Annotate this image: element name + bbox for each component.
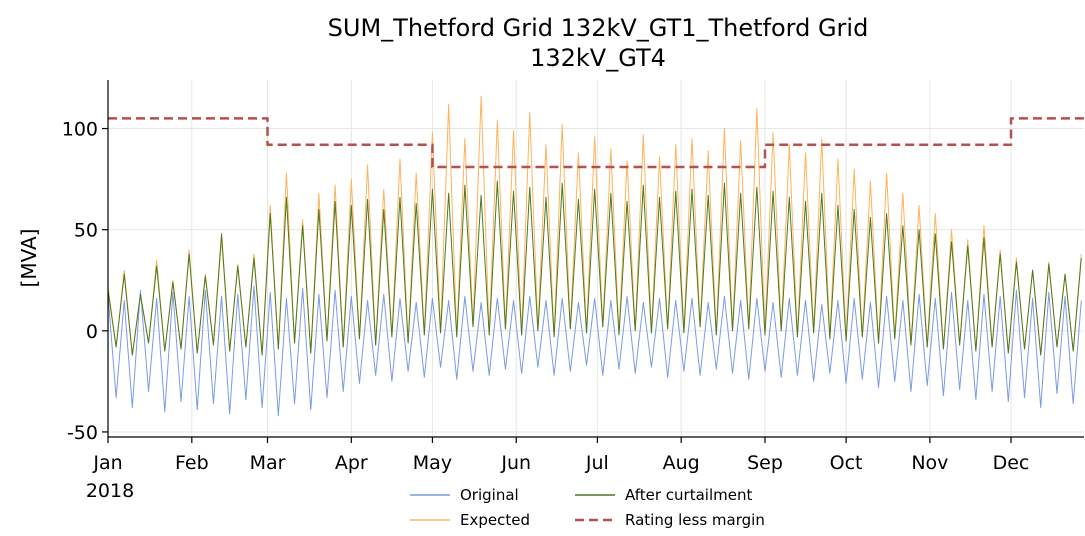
series-line <box>108 95 1082 356</box>
x-axis-year-label: 2018 <box>86 480 134 502</box>
x-tick-label: May <box>413 452 452 474</box>
series-line <box>108 180 1082 356</box>
series-line <box>108 117 1084 169</box>
y-axis-label: [MVA] <box>17 229 41 288</box>
y-tick-label: 0 <box>86 321 98 343</box>
legend-label: Original <box>460 486 519 504</box>
y-tick-label: 50 <box>74 220 98 242</box>
y-tick-label: 100 <box>62 119 98 141</box>
x-tick-label: Apr <box>335 452 368 474</box>
legend-label: After curtailment <box>625 486 752 504</box>
x-tick-label: Aug <box>663 452 700 474</box>
legend-label: Rating less margin <box>625 511 765 529</box>
x-tick-label: Nov <box>911 452 948 474</box>
chart-title: SUM_Thetford Grid 132kV_GT1_Thetford Gri… <box>328 14 869 42</box>
x-tick-label: Sep <box>747 452 783 474</box>
chart-title: 132kV_GT4 <box>530 44 666 72</box>
x-tick-label: Jul <box>585 452 609 474</box>
x-tick-label: Oct <box>830 452 863 474</box>
x-tick-label: Mar <box>250 452 286 474</box>
x-tick-label: Jun <box>500 452 531 474</box>
x-tick-label: Dec <box>993 452 1030 474</box>
legend-label: Expected <box>460 511 530 529</box>
series-line <box>108 285 1082 417</box>
x-tick-label: Jan <box>92 452 122 474</box>
x-tick-label: Feb <box>175 452 209 474</box>
y-tick-label: -50 <box>67 422 98 444</box>
